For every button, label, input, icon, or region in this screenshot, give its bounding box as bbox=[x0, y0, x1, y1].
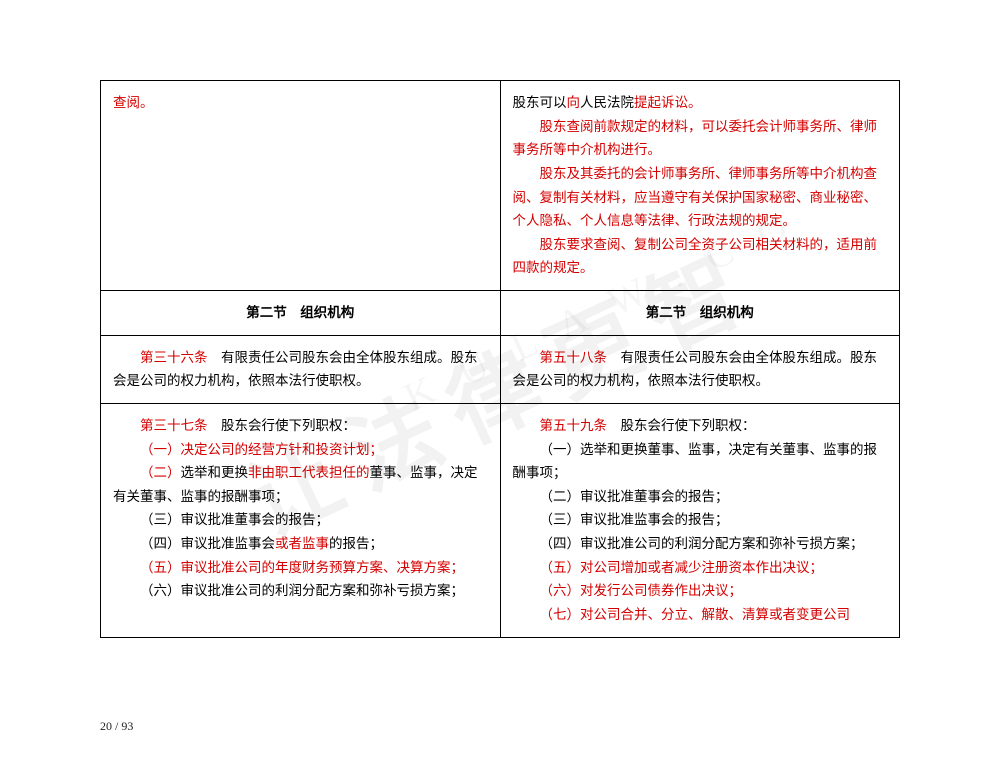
document-page: 让法律更智 K U L A W . C O 查阅。 股东可以向人民法院提起诉讼。… bbox=[0, 0, 1000, 772]
text-chayue: 查阅。 bbox=[113, 95, 154, 110]
cell-left-1: 查阅。 bbox=[101, 81, 501, 291]
table-row: 第三十七条 股东会行使下列职权： （一）决定公司的经营方针和投资计划； （二）选… bbox=[101, 403, 900, 637]
art-37: 第三十七条 bbox=[140, 418, 208, 433]
section-title-left: 第二节 组织机构 bbox=[101, 291, 501, 336]
art-58: 第五十八条 bbox=[540, 350, 608, 365]
table-row: 查阅。 股东可以向人民法院提起诉讼。 股东查阅前款规定的材料，可以委托会计师事务… bbox=[101, 81, 900, 291]
cell-left-4: 第三十七条 股东会行使下列职权： （一）决定公司的经营方针和投资计划； （二）选… bbox=[101, 403, 501, 637]
r1-l1: 股东可以向人民法院提起诉讼。 bbox=[513, 95, 702, 110]
comparison-table: 查阅。 股东可以向人民法院提起诉讼。 股东查阅前款规定的材料，可以委托会计师事务… bbox=[100, 80, 900, 638]
r1-p4: 股东要求查阅、复制公司全资子公司相关材料的，适用前四款的规定。 bbox=[513, 233, 888, 280]
cell-right-3: 第五十八条 有限责任公司股东会由全体股东组成。股东会是公司的权力机构，依照本法行… bbox=[500, 335, 900, 403]
cell-right-4: 第五十九条 股东会行使下列职权： （一）选举和更换董事、监事，决定有关董事、监事… bbox=[500, 403, 900, 637]
r1-p2: 股东查阅前款规定的材料，可以委托会计师事务所、律师事务所等中介机构进行。 bbox=[513, 115, 888, 162]
art-36: 第三十六条 bbox=[140, 350, 208, 365]
l-i5: （五）审议批准公司的年度财务预算方案、决算方案； bbox=[113, 556, 488, 580]
r1-p3: 股东及其委托的会计师事务所、律师事务所等中介机构查阅、复制有关材料，应当遵守有关… bbox=[513, 162, 888, 233]
section-title-right: 第二节 组织机构 bbox=[500, 291, 900, 336]
cell-left-3: 第三十六条 有限责任公司股东会由全体股东组成。股东会是公司的权力机构，依照本法行… bbox=[101, 335, 501, 403]
l-i3: （三）审议批准董事会的报告； bbox=[113, 508, 488, 532]
r-i4: （四）审议批准公司的利润分配方案和弥补亏损方案； bbox=[513, 532, 888, 556]
page-number: 20 / 93 bbox=[100, 719, 133, 734]
r-i3: （三）审议批准监事会的报告； bbox=[513, 508, 888, 532]
r-i2: （二）审议批准董事会的报告； bbox=[513, 485, 888, 509]
l-i1: （一）决定公司的经营方针和投资计划； bbox=[113, 438, 488, 462]
l-i6: （六）审议批准公司的利润分配方案和弥补亏损方案； bbox=[113, 579, 488, 603]
cell-right-1: 股东可以向人民法院提起诉讼。 股东查阅前款规定的材料，可以委托会计师事务所、律师… bbox=[500, 81, 900, 291]
table-row: 第二节 组织机构 第二节 组织机构 bbox=[101, 291, 900, 336]
r-i1: （一）选举和更换董事、监事，决定有关董事、监事的报酬事项； bbox=[513, 438, 888, 485]
table-row: 第三十六条 有限责任公司股东会由全体股东组成。股东会是公司的权力机构，依照本法行… bbox=[101, 335, 900, 403]
art-59: 第五十九条 bbox=[540, 418, 608, 433]
